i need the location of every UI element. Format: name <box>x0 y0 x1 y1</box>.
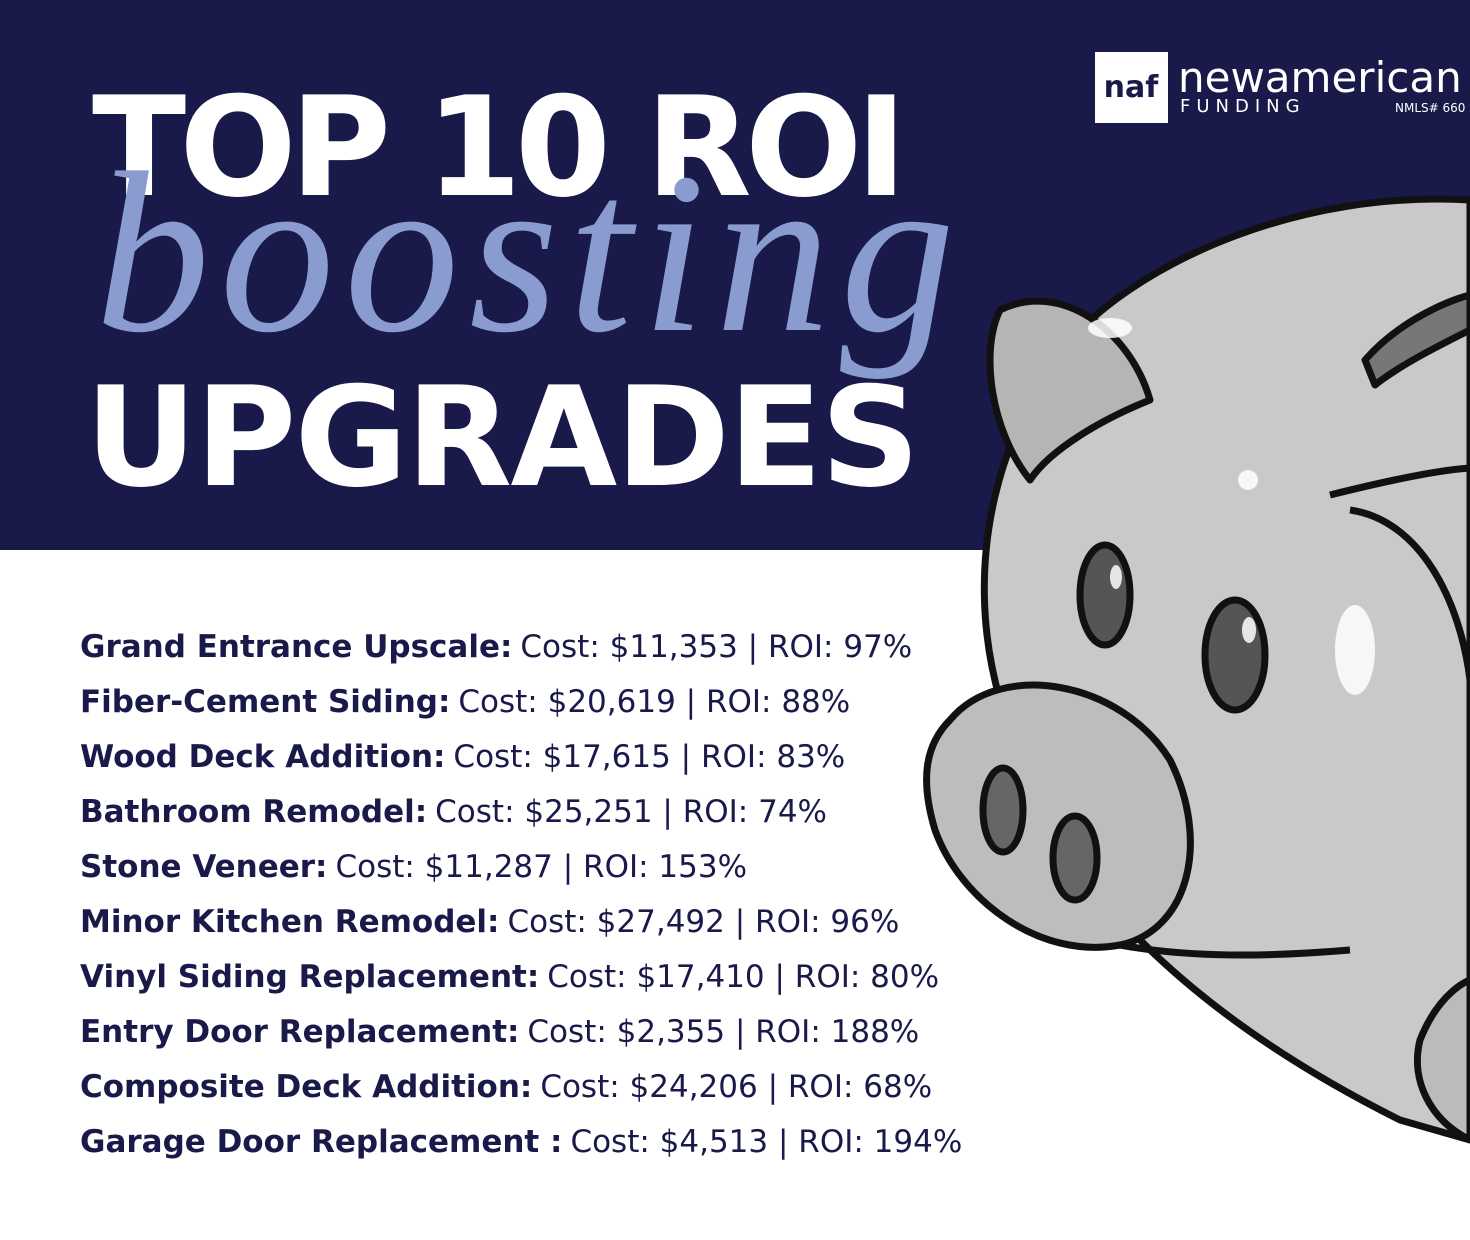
upgrade-item: Fiber-Cement Siding: Cost: $20,619 | ROI:… <box>80 684 850 720</box>
upgrade-list: Grand Entrance Upscale: Cost: $11,353 | R… <box>80 629 962 1160</box>
upgrade-name: Grand Entrance Upscale: <box>80 629 512 665</box>
upgrade-detail: Cost: $4,513 | ROI: 194% <box>570 1124 962 1160</box>
logo-name: newamerican <box>1178 53 1462 102</box>
title-script: boosting <box>95 125 955 380</box>
title-line: TOP 10 ROI <box>92 67 907 228</box>
upgrade-item: Garage Door Replacement : Cost: $4,513 | … <box>80 1124 962 1160</box>
logo-sub: FUNDING <box>1180 96 1306 117</box>
upgrade-item: Entry Door Replacement: Cost: $2,355 | RO… <box>80 1014 919 1050</box>
upgrade-name: Composite Deck Addition: <box>80 1069 532 1105</box>
upgrade-item: Composite Deck Addition: Cost: $24,206 | … <box>80 1069 932 1105</box>
upgrade-item: Minor Kitchen Remodel: Cost: $27,492 | RO… <box>80 904 899 940</box>
upgrade-name: Stone Veneer: <box>80 849 327 885</box>
title-line: UPGRADES <box>85 357 920 518</box>
upgrade-name: Wood Deck Addition: <box>80 739 445 775</box>
upgrade-name: Vinyl Siding Replacement: <box>80 959 539 995</box>
pig-highlights <box>1088 318 1375 695</box>
upgrade-item: Stone Veneer: Cost: $11,287 | ROI: 153% <box>80 849 747 885</box>
upgrade-name: Minor Kitchen Remodel: <box>80 904 499 940</box>
logo-mark: naf <box>1104 70 1160 105</box>
upgrade-name: Bathroom Remodel: <box>80 794 427 830</box>
upgrade-item: Wood Deck Addition: Cost: $17,615 | ROI: … <box>80 739 845 775</box>
upgrade-item: Vinyl Siding Replacement: Cost: $17,410 |… <box>80 959 939 995</box>
upgrade-name: Garage Door Replacement : <box>80 1124 562 1160</box>
upgrade-name: Fiber-Cement Siding: <box>80 684 450 720</box>
upgrade-detail: Cost: $25,251 | ROI: 74% <box>435 794 827 830</box>
upgrade-detail: Cost: $27,492 | ROI: 96% <box>507 904 899 940</box>
upgrade-detail: Cost: $2,355 | ROI: 188% <box>527 1014 919 1050</box>
upgrade-detail: Cost: $20,619 | ROI: 88% <box>458 684 850 720</box>
upgrade-item: Bathroom Remodel: Cost: $25,251 | ROI: 74… <box>80 794 827 830</box>
upgrade-name: Entry Door Replacement: <box>80 1014 519 1050</box>
logo-box <box>1095 52 1168 123</box>
upgrade-detail: Cost: $11,353 | ROI: 97% <box>520 629 912 665</box>
upgrade-detail: Cost: $17,615 | ROI: 83% <box>453 739 845 775</box>
upgrade-detail: Cost: $24,206 | ROI: 68% <box>540 1069 932 1105</box>
logo-nmls: NMLS# 660 <box>1395 101 1465 115</box>
upgrade-item: Grand Entrance Upscale: Cost: $11,353 | R… <box>80 629 912 665</box>
upgrade-detail: Cost: $11,287 | ROI: 153% <box>335 849 747 885</box>
piggy-bank <box>923 195 1470 1144</box>
upgrade-detail: Cost: $17,410 | ROI: 80% <box>547 959 939 995</box>
